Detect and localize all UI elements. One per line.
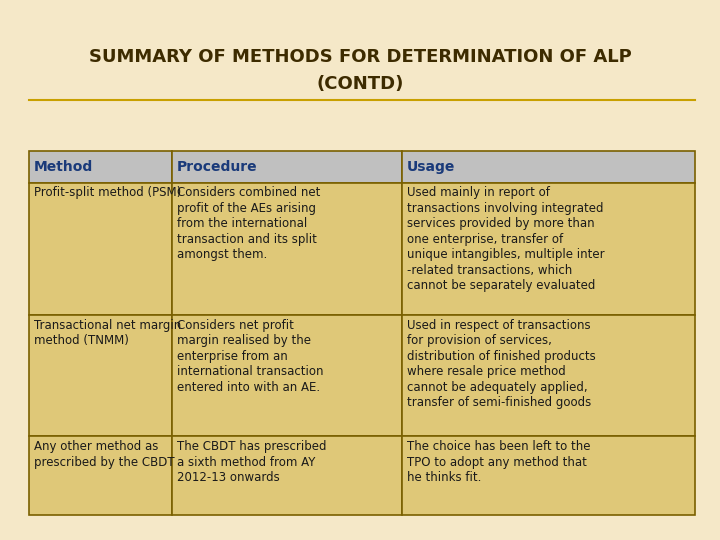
Bar: [29, 183, 172, 315]
Text: Considers combined net
profit of the AEs arising
from the international
transact: Considers combined net profit of the AEs…: [177, 186, 320, 261]
Text: Transactional net margin
method (TNMM): Transactional net margin method (TNMM): [34, 319, 181, 347]
Bar: [172, 315, 402, 436]
Text: Used in respect of transactions
for provision of services,
distribution of finis: Used in respect of transactions for prov…: [407, 319, 595, 409]
Bar: [402, 436, 695, 515]
Text: Procedure: Procedure: [177, 160, 258, 174]
Bar: [29, 315, 172, 436]
Text: SUMMARY OF METHODS FOR DETERMINATION OF ALP: SUMMARY OF METHODS FOR DETERMINATION OF …: [89, 48, 631, 66]
Bar: [172, 436, 402, 515]
Text: Considers net profit
margin realised by the
enterprise from an
international tra: Considers net profit margin realised by …: [177, 319, 323, 394]
Bar: [402, 315, 695, 436]
Bar: [172, 151, 402, 183]
Bar: [402, 183, 695, 315]
Text: The CBDT has prescribed
a sixth method from AY
2012-13 onwards: The CBDT has prescribed a sixth method f…: [177, 440, 327, 484]
Text: The choice has been left to the
TPO to adopt any method that
he thinks fit.: The choice has been left to the TPO to a…: [407, 440, 590, 484]
Bar: [172, 183, 402, 315]
Text: Usage: Usage: [407, 160, 455, 174]
Text: Method: Method: [34, 160, 93, 174]
Text: Used mainly in report of
transactions involving integrated
services provided by : Used mainly in report of transactions in…: [407, 186, 604, 292]
Bar: [402, 151, 695, 183]
Text: (CONTD): (CONTD): [316, 75, 404, 93]
Bar: [29, 436, 172, 515]
Text: Any other method as
prescribed by the CBDT: Any other method as prescribed by the CB…: [34, 440, 174, 469]
Text: Profit-split method (PSM): Profit-split method (PSM): [34, 186, 181, 199]
Bar: [29, 151, 172, 183]
